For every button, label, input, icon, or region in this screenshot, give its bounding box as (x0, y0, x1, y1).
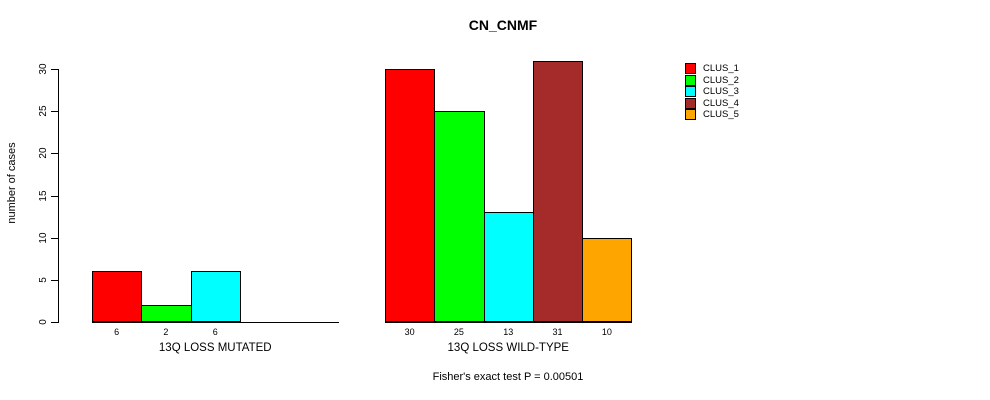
bar-clus_1 (92, 271, 143, 322)
y-axis-tick-label: 20 (38, 147, 49, 159)
bar-clus_3 (190, 271, 241, 322)
chart-title: CN_CNMF (468, 17, 538, 33)
y-axis-label: number of cases (6, 142, 18, 224)
y-axis-tick (51, 279, 58, 281)
bar-clus_5 (582, 237, 633, 322)
y-axis-line (58, 69, 59, 323)
bar-value-label: 6 (212, 327, 218, 337)
legend-label: CLUS_1 (703, 63, 739, 74)
bar-value-label: 13 (503, 327, 514, 337)
bar-clus_2 (434, 111, 485, 322)
x-axis-baseline (92, 322, 339, 323)
bar-value-label: 30 (404, 327, 415, 337)
y-axis-tick (51, 111, 58, 113)
bar-value-label: 31 (552, 327, 563, 337)
legend-swatch (685, 74, 696, 86)
y-axis-tick-label: 25 (38, 105, 49, 117)
x-axis-baseline (385, 322, 632, 323)
y-axis-tick-label: 0 (38, 319, 49, 325)
legend-swatch (685, 63, 696, 74)
legend-item: CLUS_2 (685, 74, 815, 86)
y-axis-tick (51, 237, 58, 239)
legend: CLUS_1 CLUS_2 CLUS_3 CLUS_4 CLUS_5 (685, 63, 815, 125)
legend-swatch (685, 86, 696, 97)
y-axis-tick (51, 195, 58, 197)
legend-label: CLUS_5 (703, 109, 739, 120)
legend-item: CLUS_3 (685, 86, 815, 97)
bar-value-label: 2 (163, 327, 169, 337)
y-axis-tick-label: 15 (38, 189, 49, 202)
bar-value-label: 10 (601, 327, 612, 337)
y-axis-tick-label: 30 (38, 63, 49, 75)
legend-label: CLUS_3 (703, 86, 739, 97)
group-label: 13Q LOSS WILD-TYPE (447, 342, 569, 354)
legend-item: CLUS_1 (685, 63, 815, 74)
group-label: 13Q LOSS MUTATED (158, 342, 272, 354)
bar-clus_4 (532, 60, 584, 322)
fisher-test-annotation: Fisher's exact test P = 0.00501 (432, 371, 584, 383)
y-axis-tick (51, 322, 58, 323)
y-axis-tick (51, 69, 58, 70)
y-axis-tick-label: 10 (38, 232, 49, 244)
y-axis-tick (51, 153, 58, 155)
legend-swatch (685, 109, 696, 120)
bar-value-label: 6 (114, 327, 120, 337)
legend-label: CLUS_4 (703, 97, 739, 109)
legend-item: CLUS_5 (685, 109, 815, 120)
legend-label: CLUS_2 (703, 74, 739, 86)
bar-clus_2 (141, 305, 192, 322)
y-axis-tick-label: 5 (38, 277, 49, 283)
legend-swatch (685, 97, 696, 109)
bar-clus_1 (385, 69, 436, 322)
bar-value-label: 25 (453, 327, 464, 337)
legend-item: CLUS_4 (685, 97, 815, 109)
bar-clus_3 (483, 212, 534, 322)
